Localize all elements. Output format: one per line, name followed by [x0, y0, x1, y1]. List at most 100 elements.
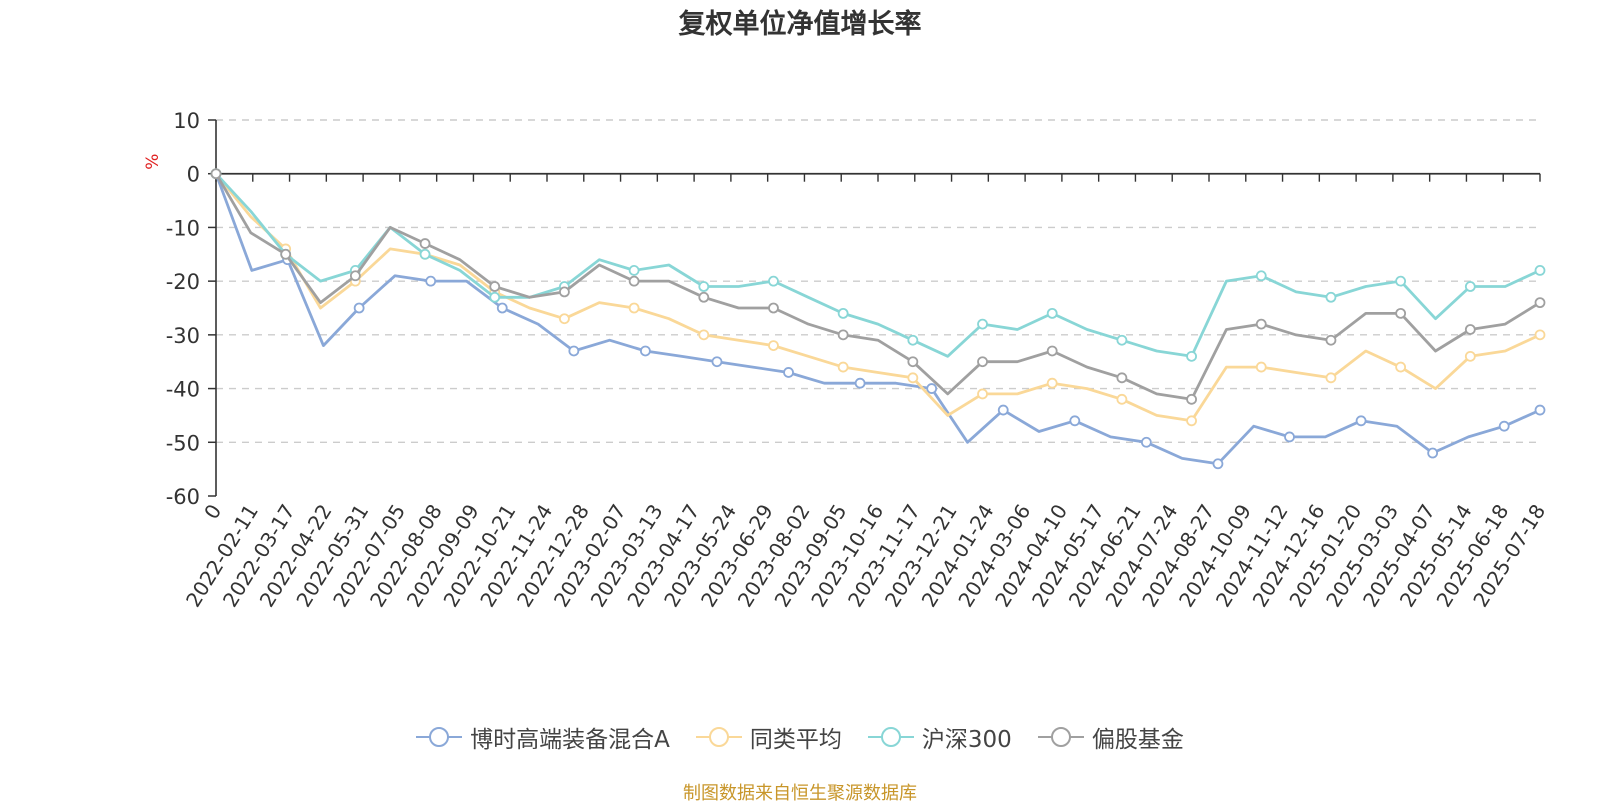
data-point: [1212, 458, 1224, 470]
data-point: [997, 404, 1009, 416]
y-tick-label: 10: [173, 109, 200, 133]
data-point: [489, 281, 501, 292]
data-point: [907, 356, 919, 368]
data-point: [1395, 307, 1407, 319]
data-point: [698, 281, 710, 292]
data-point: [1284, 431, 1295, 443]
data-point: [837, 361, 849, 373]
data-point: [489, 291, 501, 303]
data-point: [1325, 334, 1337, 346]
data-point: [1464, 324, 1476, 335]
legend: 博时高端装备混合A 同类平均 沪深300 偏股基金: [0, 720, 1600, 754]
data-point: [1255, 270, 1267, 282]
y-tick-label: -10: [166, 216, 200, 240]
data-point: [1325, 291, 1337, 303]
data-point: [1186, 350, 1197, 362]
legend-item-equity-fund[interactable]: 偏股基金: [1037, 720, 1184, 754]
data-point: [628, 302, 640, 314]
data-point: [419, 248, 431, 260]
legend-label-fund: 博时高端装备混合A: [470, 727, 670, 753]
data-point: [1046, 377, 1058, 389]
data-point: [1186, 393, 1197, 405]
legend-swatch-peer-average: [695, 727, 742, 747]
y-tick-label: 0: [187, 163, 200, 187]
legend-item-csi300[interactable]: 沪深300: [867, 720, 1012, 754]
data-point: [628, 275, 640, 287]
data-point: [977, 356, 988, 368]
data-point: [711, 356, 723, 368]
series-line-0: [214, 173, 1541, 466]
data-point: [1534, 297, 1546, 309]
source-note: 制图数据来自恒生聚源数据库: [683, 783, 917, 804]
y-tick-label: -60: [166, 485, 200, 509]
data-point: [1395, 275, 1407, 287]
data-point: [496, 302, 508, 314]
data-point: [1186, 415, 1197, 427]
legend-swatch-csi300: [867, 727, 914, 747]
data-point: [1140, 436, 1152, 448]
data-point: [977, 318, 988, 330]
legend-item-fund[interactable]: 博时高端装备混合A: [416, 720, 670, 754]
legend-swatch-equity-fund: [1037, 727, 1084, 747]
y-tick-label: -40: [166, 378, 200, 402]
data-point: [977, 388, 988, 400]
data-point: [926, 383, 938, 394]
series-line-3: [214, 172, 1541, 401]
data-point: [1255, 361, 1267, 373]
y-tick-label: -50: [166, 431, 200, 455]
data-point: [768, 302, 779, 314]
legend-label-equity-fund: 偏股基金: [1091, 727, 1184, 753]
data-point: [1395, 361, 1407, 373]
data-point: [1355, 415, 1367, 427]
data-point: [854, 377, 866, 389]
y-tick-label: -30: [166, 324, 200, 348]
data-point: [1325, 372, 1337, 384]
data-point: [1427, 447, 1439, 459]
data-point: [1116, 372, 1128, 384]
data-point: [907, 372, 919, 384]
series-line-1: [214, 172, 1541, 423]
data-point: [783, 367, 794, 378]
data-point: [1255, 318, 1267, 330]
data-point: [210, 168, 222, 180]
data-point: [698, 291, 710, 303]
chart-title: 复权单位净值增长率: [678, 9, 922, 40]
data-point: [1534, 404, 1546, 416]
y-tick-label: -20: [166, 270, 200, 294]
data-point: [1046, 345, 1058, 357]
data-point: [559, 313, 570, 325]
data-point: [1116, 334, 1128, 346]
data-point: [1464, 281, 1476, 292]
data-point: [425, 275, 437, 287]
data-point: [1534, 264, 1546, 276]
data-point: [1116, 393, 1128, 405]
series-line-2: [214, 172, 1541, 358]
data-point: [698, 329, 710, 341]
data-point: [768, 275, 779, 287]
data-point: [907, 334, 919, 346]
data-point: [1069, 415, 1081, 427]
legend-label-peer-average: 同类平均: [749, 727, 842, 753]
legend-item-peer-average[interactable]: 同类平均: [695, 720, 842, 754]
data-point: [349, 270, 361, 282]
data-point: [1464, 350, 1476, 362]
data-point: [353, 302, 365, 314]
data-point: [1046, 307, 1058, 319]
x-tick-label: 0: [199, 500, 226, 524]
data-point: [768, 340, 779, 352]
data-point: [837, 329, 849, 341]
data-point: [837, 307, 849, 319]
data-point: [419, 238, 431, 249]
y-axis-unit: %: [143, 154, 163, 170]
legend-swatch-fund: [416, 727, 463, 747]
data-point: [640, 345, 651, 357]
data-point: [559, 286, 570, 298]
data-point: [1498, 420, 1510, 432]
data-point: [568, 345, 580, 357]
data-point: [1534, 329, 1546, 341]
data-point: [280, 248, 292, 260]
data-point: [628, 264, 640, 276]
legend-label-csi300: 沪深300: [921, 727, 1012, 753]
